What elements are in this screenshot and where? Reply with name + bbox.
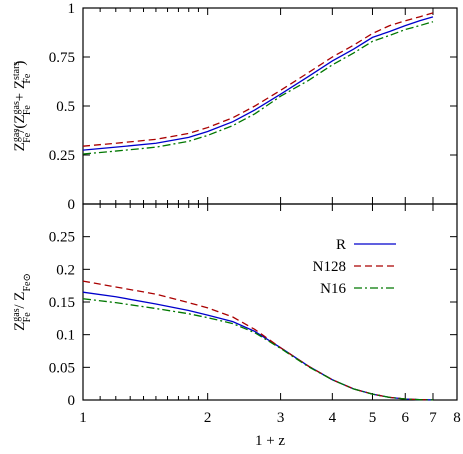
bottom-ytick-label: 0.1 <box>56 328 75 344</box>
top-ytick-label: 0 <box>68 197 76 213</box>
bottom-xtick-label: 3 <box>277 410 285 426</box>
bottom-ytick-label: 0.05 <box>49 360 75 376</box>
legend-label-n128: N128 <box>313 259 346 275</box>
bottom-panel: 0 0.05 0.1 0.15 0.2 0.25 1 2 3 4 5 6 7 8 ZgasFe / ZFe… <box>11 203 461 449</box>
bottom-xtick-label: 2 <box>204 410 212 426</box>
top-series-r <box>82 16 434 151</box>
bottom-ytick-label: 0.15 <box>49 295 75 311</box>
bottom-ytick-label: 0.25 <box>49 230 75 246</box>
top-series-n16 <box>82 21 434 155</box>
bottom-ylabel: ZgasFe / ZFe⊙ <box>11 273 33 331</box>
top-panel: 0 0.25 0.5 0.75 1 ZgasFe/(ZgasFe + ZstarsFe) <box>11 1 458 213</box>
top-panel-frame <box>82 7 458 205</box>
bottom-xlabel: 1 + z <box>255 433 285 449</box>
legend-label-n16: N16 <box>320 281 346 297</box>
bottom-xtick-label: 7 <box>429 410 437 426</box>
bottom-xtick-label: 5 <box>369 410 377 426</box>
bottom-xtick-label: 4 <box>329 410 337 426</box>
top-ytick-label: 0.5 <box>56 99 75 115</box>
bottom-panel-frame <box>82 203 458 401</box>
top-series-n128 <box>82 12 434 147</box>
top-ytick-label: 1 <box>68 1 76 17</box>
bottom-ytick-label: 0 <box>68 393 76 409</box>
top-ytick-label: 0.25 <box>49 148 75 164</box>
bottom-series-n128 <box>82 280 433 401</box>
bottom-xtick-label: 6 <box>402 410 410 426</box>
legend: R N128 N16 <box>313 237 396 297</box>
legend-label-r: R <box>336 237 346 253</box>
bottom-xtick-label: 1 <box>79 410 87 426</box>
bottom-ytick-label: 0.2 <box>56 262 75 278</box>
top-ylabel: ZgasFe/(ZgasFe + ZstarsFe) <box>11 61 33 152</box>
bottom-xtick-label: 8 <box>453 410 461 426</box>
top-ytick-label: 0.75 <box>49 50 75 66</box>
bottom-series-n16 <box>82 298 433 401</box>
bottom-series-r <box>82 291 433 401</box>
